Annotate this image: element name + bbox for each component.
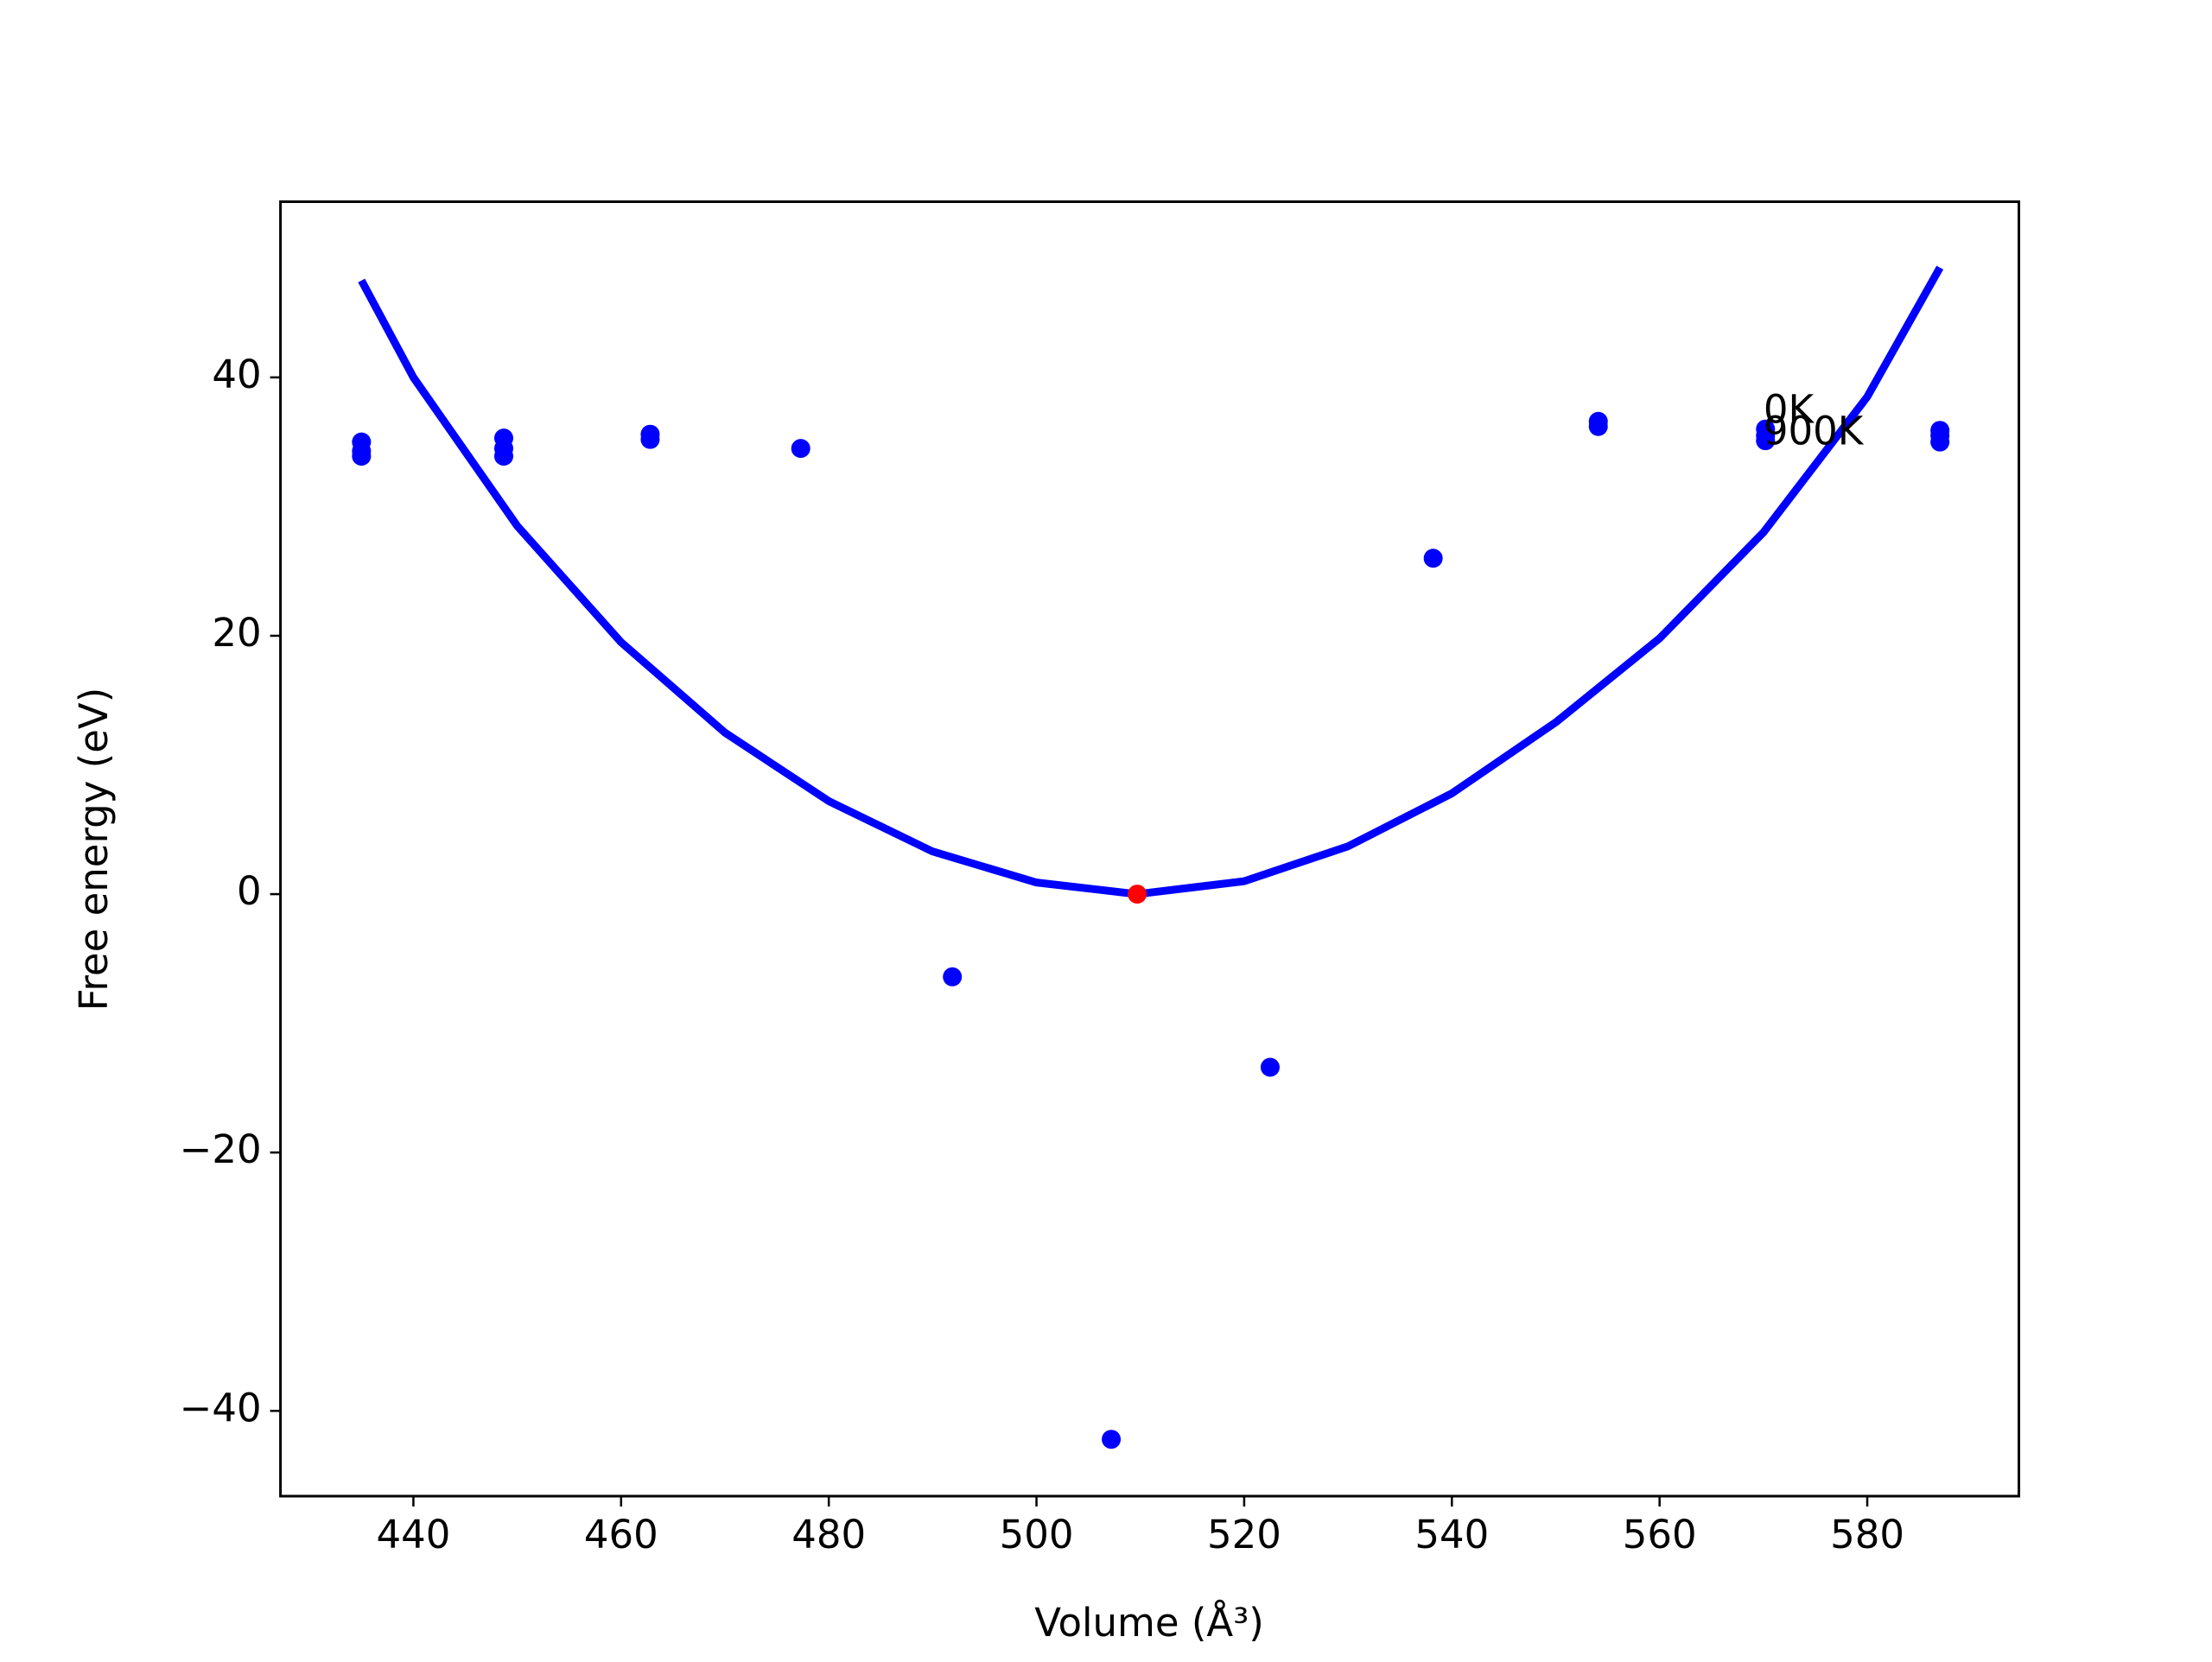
annotation: 900K	[1764, 409, 1865, 454]
y-tick-label: 20	[212, 610, 261, 656]
data-point	[1588, 416, 1608, 436]
plot-frame	[279, 200, 2021, 1498]
fit-curve	[358, 265, 1944, 898]
data-point	[1930, 432, 1950, 452]
x-tick-label: 560	[1623, 1512, 1697, 1557]
x-tick-label: 540	[1414, 1512, 1489, 1557]
data-point	[1128, 885, 1147, 904]
data-point	[943, 967, 963, 986]
x-tick-label: 520	[1207, 1512, 1281, 1557]
x-tick-label: 460	[584, 1512, 658, 1557]
y-tick-label: −40	[180, 1385, 262, 1430]
data-point	[1260, 1057, 1280, 1077]
y-axis-label: Free energy (eV)	[71, 688, 117, 1011]
data-point	[640, 429, 660, 449]
x-axis-label: Volume (Å³)	[1034, 1600, 1264, 1646]
data-point	[1756, 431, 1776, 451]
annotation: 0K	[1764, 386, 1815, 432]
x-tick-label: 500	[1000, 1512, 1074, 1557]
x-tick-label: 580	[1830, 1512, 1904, 1557]
y-tick-label: 0	[237, 868, 262, 914]
data-point	[791, 439, 810, 459]
data-point	[493, 447, 513, 466]
x-tick-label: 480	[791, 1512, 866, 1557]
data-point	[352, 447, 372, 466]
data-point	[1102, 1430, 1122, 1449]
y-tick-label: 40	[212, 352, 261, 397]
y-tick-label: −20	[180, 1126, 262, 1172]
data-point	[1423, 549, 1443, 568]
x-tick-label: 440	[376, 1512, 450, 1557]
